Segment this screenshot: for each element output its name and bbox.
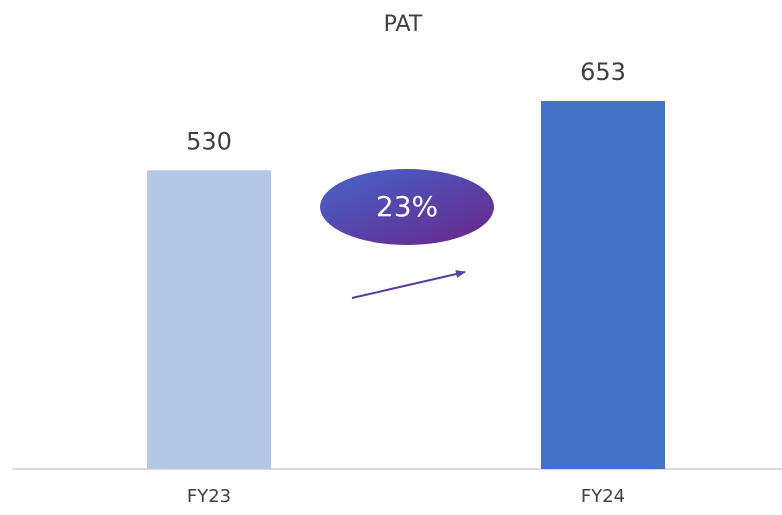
x-tick-label: FY23 [187, 486, 231, 507]
chart-title: PAT [384, 12, 423, 37]
value-label: 530 [186, 127, 232, 155]
x-tick-label: FY24 [581, 486, 625, 507]
bar [147, 170, 271, 469]
growth-bubble [320, 169, 494, 245]
growth-label: 23% [376, 190, 438, 223]
bar [541, 101, 665, 469]
growth-arrow [351, 270, 466, 299]
value-label: 653 [580, 58, 626, 86]
